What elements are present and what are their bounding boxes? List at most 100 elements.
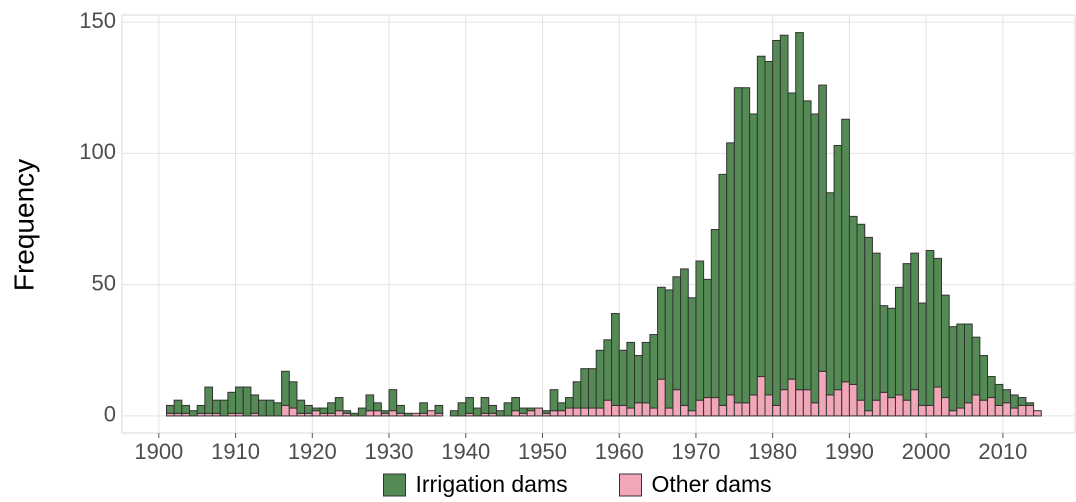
bar bbox=[1010, 394, 1019, 409]
bar bbox=[887, 307, 896, 399]
bar bbox=[565, 407, 574, 417]
bar bbox=[971, 394, 981, 417]
bar bbox=[434, 404, 444, 414]
bar bbox=[710, 397, 720, 417]
bar bbox=[871, 399, 881, 417]
bar bbox=[994, 404, 1004, 417]
bar bbox=[825, 394, 835, 417]
bar bbox=[641, 402, 651, 417]
bar bbox=[281, 370, 290, 406]
bar bbox=[588, 407, 597, 417]
bar bbox=[810, 402, 820, 417]
bar bbox=[526, 410, 536, 417]
bar bbox=[856, 399, 866, 417]
bar bbox=[1033, 410, 1042, 417]
bar bbox=[910, 252, 919, 391]
bar bbox=[495, 410, 505, 417]
bar bbox=[756, 55, 766, 378]
bar bbox=[733, 402, 743, 417]
bar bbox=[940, 294, 950, 399]
bar bbox=[695, 260, 705, 401]
x-tick-label: 1910 bbox=[211, 439, 260, 464]
bar bbox=[787, 92, 797, 380]
bar bbox=[657, 378, 666, 417]
bar bbox=[1010, 407, 1019, 417]
bar bbox=[296, 399, 306, 414]
bar bbox=[626, 407, 636, 417]
bar bbox=[426, 410, 436, 417]
bar bbox=[925, 404, 935, 417]
bar bbox=[373, 410, 382, 417]
bar bbox=[457, 402, 467, 417]
bar bbox=[764, 60, 774, 396]
bar bbox=[802, 389, 812, 417]
bar bbox=[994, 383, 1004, 406]
bar bbox=[680, 404, 689, 417]
bar bbox=[641, 341, 651, 404]
bar bbox=[657, 286, 666, 380]
bar bbox=[933, 257, 942, 388]
bar bbox=[917, 404, 927, 417]
bar bbox=[227, 391, 237, 414]
bar bbox=[304, 404, 313, 414]
bar bbox=[979, 355, 989, 401]
bar bbox=[411, 412, 421, 417]
bar bbox=[518, 407, 528, 414]
y-tick-label: 50 bbox=[92, 270, 116, 295]
y-tick-label: 100 bbox=[79, 139, 116, 164]
bar bbox=[833, 144, 843, 391]
bar bbox=[611, 404, 620, 417]
bar bbox=[864, 236, 873, 412]
bar bbox=[334, 410, 344, 417]
bar bbox=[580, 407, 590, 417]
bar bbox=[887, 397, 896, 417]
bar bbox=[580, 368, 590, 409]
bar bbox=[948, 410, 958, 417]
bar bbox=[833, 389, 843, 417]
bar bbox=[703, 278, 712, 399]
bar bbox=[565, 397, 574, 409]
bar bbox=[235, 386, 244, 414]
bar bbox=[779, 389, 789, 417]
bar bbox=[818, 84, 827, 372]
bar bbox=[879, 391, 889, 417]
legend-label: Other dams bbox=[652, 471, 772, 497]
bar bbox=[611, 313, 620, 406]
bar bbox=[979, 399, 989, 417]
bar bbox=[419, 402, 428, 414]
bar bbox=[940, 397, 950, 417]
bar bbox=[772, 39, 781, 406]
bar bbox=[733, 87, 743, 404]
bar bbox=[618, 349, 628, 406]
bar bbox=[449, 410, 459, 417]
bar bbox=[549, 410, 559, 417]
bar bbox=[687, 410, 697, 417]
x-tick-label: 1950 bbox=[518, 439, 567, 464]
bar bbox=[933, 386, 942, 417]
bar bbox=[848, 215, 858, 385]
x-tick-label: 1900 bbox=[134, 439, 183, 464]
bar bbox=[342, 410, 352, 414]
y-axis-label: Frequency bbox=[8, 159, 39, 291]
legend-swatch bbox=[619, 473, 642, 497]
bar bbox=[212, 399, 221, 414]
bar bbox=[917, 302, 927, 406]
bar bbox=[987, 397, 996, 417]
bar bbox=[511, 410, 520, 417]
bar bbox=[987, 376, 996, 399]
bar bbox=[802, 100, 812, 391]
y-tick-label: 0 bbox=[104, 402, 116, 427]
bar bbox=[204, 386, 214, 414]
bar bbox=[848, 383, 858, 417]
bar bbox=[795, 32, 804, 391]
bar bbox=[311, 407, 321, 412]
bar bbox=[841, 118, 850, 383]
bar bbox=[726, 142, 735, 396]
x-tick-label: 1940 bbox=[441, 439, 490, 464]
bar bbox=[281, 404, 290, 417]
x-tick-label: 1960 bbox=[595, 439, 644, 464]
bar bbox=[810, 113, 820, 404]
legend-label: Irrigation dams bbox=[416, 471, 568, 497]
bar bbox=[772, 404, 781, 417]
